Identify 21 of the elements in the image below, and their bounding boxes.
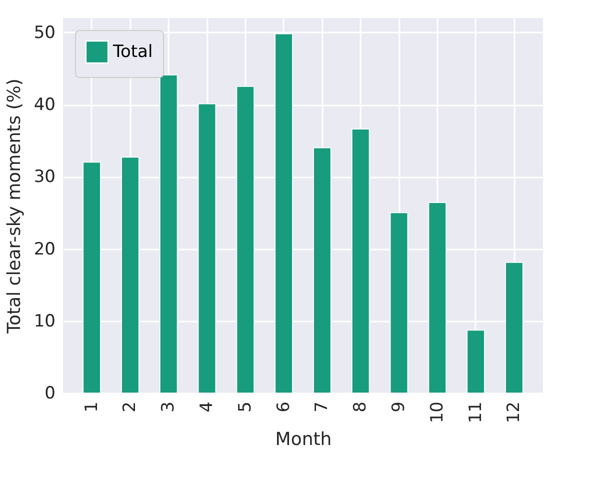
x-tick-label: 5 bbox=[235, 402, 256, 412]
x-tick-label: 11 bbox=[466, 402, 486, 424]
y-axis-title: Total clear-sky moments (%) bbox=[4, 78, 25, 334]
x-tick-label: 7 bbox=[312, 402, 332, 412]
x-tick-label: 6 bbox=[274, 402, 294, 412]
x-tick-label: 4 bbox=[197, 402, 217, 412]
x-tick-label: 8 bbox=[350, 402, 371, 412]
y-tick-label: 10 bbox=[34, 311, 56, 332]
x-tick-label: 9 bbox=[389, 402, 409, 412]
x-axis-title: Month bbox=[275, 429, 332, 450]
x-tick-label: 3 bbox=[158, 402, 179, 412]
x-tick-label: 12 bbox=[504, 402, 524, 424]
x-tick-label: 2 bbox=[120, 402, 140, 412]
y-tick-label: 50 bbox=[34, 22, 56, 43]
y-tick-label: 30 bbox=[34, 167, 56, 188]
y-tick-label: 20 bbox=[34, 239, 56, 260]
y-tick-label: 0 bbox=[44, 384, 56, 404]
x-tick-label: 1 bbox=[82, 402, 102, 412]
y-tick-label: 40 bbox=[34, 95, 56, 116]
legend-label: Total bbox=[112, 42, 153, 62]
x-tick-label: 10 bbox=[427, 402, 448, 424]
